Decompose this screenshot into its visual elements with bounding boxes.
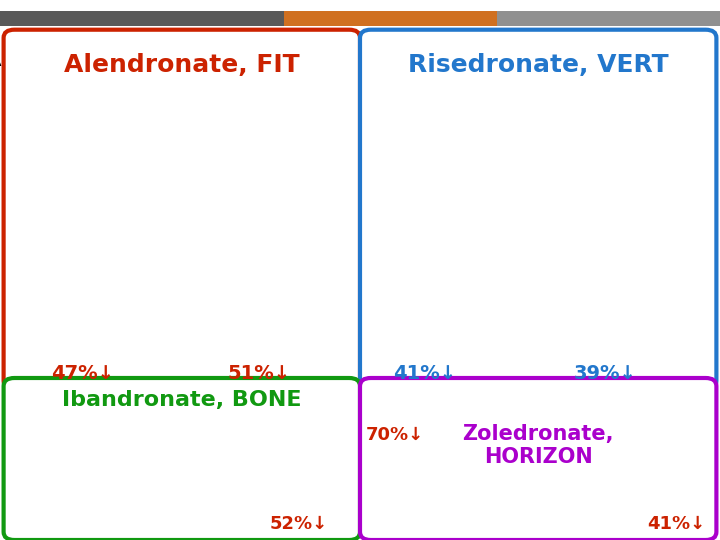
Text: RRR = 47%†
(95% CI, 32-59%): RRR = 47%† (95% CI, 32-59%) [105,133,153,144]
Bar [284,11,497,26]
Bar [463,482,482,514]
Text: 52%↓: 52%↓ [270,515,328,533]
Bar [238,179,265,316]
X-axis label: Nonvertebral Fractures†: Nonvertebral Fractures† [587,319,662,323]
Text: A: A [0,62,1,68]
Text: Alendronate, FIT: Alendronate, FIT [64,53,300,77]
Y-axis label: % of Patients: % of Patients [30,430,39,480]
Text: 41%↓: 41%↓ [393,364,456,383]
Bar [59,138,94,316]
Text: 39%↓: 39%↓ [573,364,636,383]
Bar [279,251,305,316]
Text: RRR = 52%*
(95% CI, 28%-68%): RRR = 52%* (95% CI, 28%-68%) [152,423,220,437]
Text: A: A [348,62,354,68]
Bar [531,490,550,514]
Bar [0,11,284,26]
Y-axis label: % Patients with New Fracture (3 Years): % Patients with New Fracture (3 Years) [362,409,367,503]
Text: RRR, 77%*
(95% CI, 63%-96%): RRR, 77%* (95% CI, 63%-96%) [462,466,501,475]
Bar [422,492,441,514]
Bar [591,173,618,316]
Bar [395,440,414,514]
Y-axis label: % of Patients: % of Patients [199,177,204,218]
Text: RRR = 51%†
(95% CI, 1-77%): RRR = 51%† (95% CI, 1-77%) [271,157,316,167]
Text: 51%↓: 51%↓ [228,364,291,383]
Text: 41%↓: 41%↓ [648,515,706,533]
Text: Zoledronate,
HORIZON: Zoledronate, HORIZON [462,424,614,467]
Text: RRR = 39%†
(95% CI, 6%-61%): RRR = 39%† (95% CI, 6%-61%) [616,139,666,150]
Text: Risedronate, VERT: Risedronate, VERT [408,53,668,77]
Bar [464,197,499,316]
Text: Ibandronate, BONE: Ibandronate, BONE [62,389,302,410]
FancyBboxPatch shape [4,378,360,540]
Bar [184,474,241,505]
Legend: Placebo, Alendronate 10 mg daily*: Placebo, Alendronate 10 mg daily* [97,80,163,92]
Y-axis label: % of Patients: % of Patients [546,177,552,218]
Text: RRR = 41%†
(96% CI, 18%, 58%): RRR = 41%† (96% CI, 18%, 58%) [440,111,495,122]
Legend: Placebo, Risedronate 5 mg daily: Placebo, Risedronate 5 mg daily [455,80,516,92]
Bar [112,221,146,316]
Y-axis label: % of Patients: % of Patients [363,177,368,218]
Text: RRR, 70%†
(95% CI, 62%-76%): RRR, 70%† (95% CI, 62%-76%) [396,426,436,435]
Bar [558,498,577,514]
X-axis label: Vertebral Fractures: Vertebral Fractures [426,319,485,323]
Legend: Placebo (n = 3,861)*, ZOL 5 mg (n = 3,875)*: Placebo (n = 3,861)*, ZOL 5 mg (n = 3,87… [528,400,585,411]
Bar [631,229,658,316]
Text: RRR, 41%†
(95% CI, 17%-58%): RRR, 41%† (95% CI, 17%-58%) [530,459,570,468]
Text: 70%↓: 70%↓ [366,426,423,444]
FancyBboxPatch shape [360,378,716,540]
Bar [97,441,154,505]
FancyBboxPatch shape [4,30,360,389]
Y-axis label: % of Patients: % of Patients [10,177,15,218]
Bar [490,507,509,514]
X-axis label: Morphometric Vertebral Fractures: Morphometric Vertebral Fractures [50,319,156,323]
X-axis label: Hip Fractures: Hip Fractures [251,319,292,323]
Text: 47%↓: 47%↓ [51,364,114,383]
Bar [412,132,446,316]
X-axis label: Morphometric Vertebral Fractures: Morphometric Vertebral Fractures [104,509,234,518]
Bar [497,11,720,26]
FancyBboxPatch shape [360,30,716,389]
